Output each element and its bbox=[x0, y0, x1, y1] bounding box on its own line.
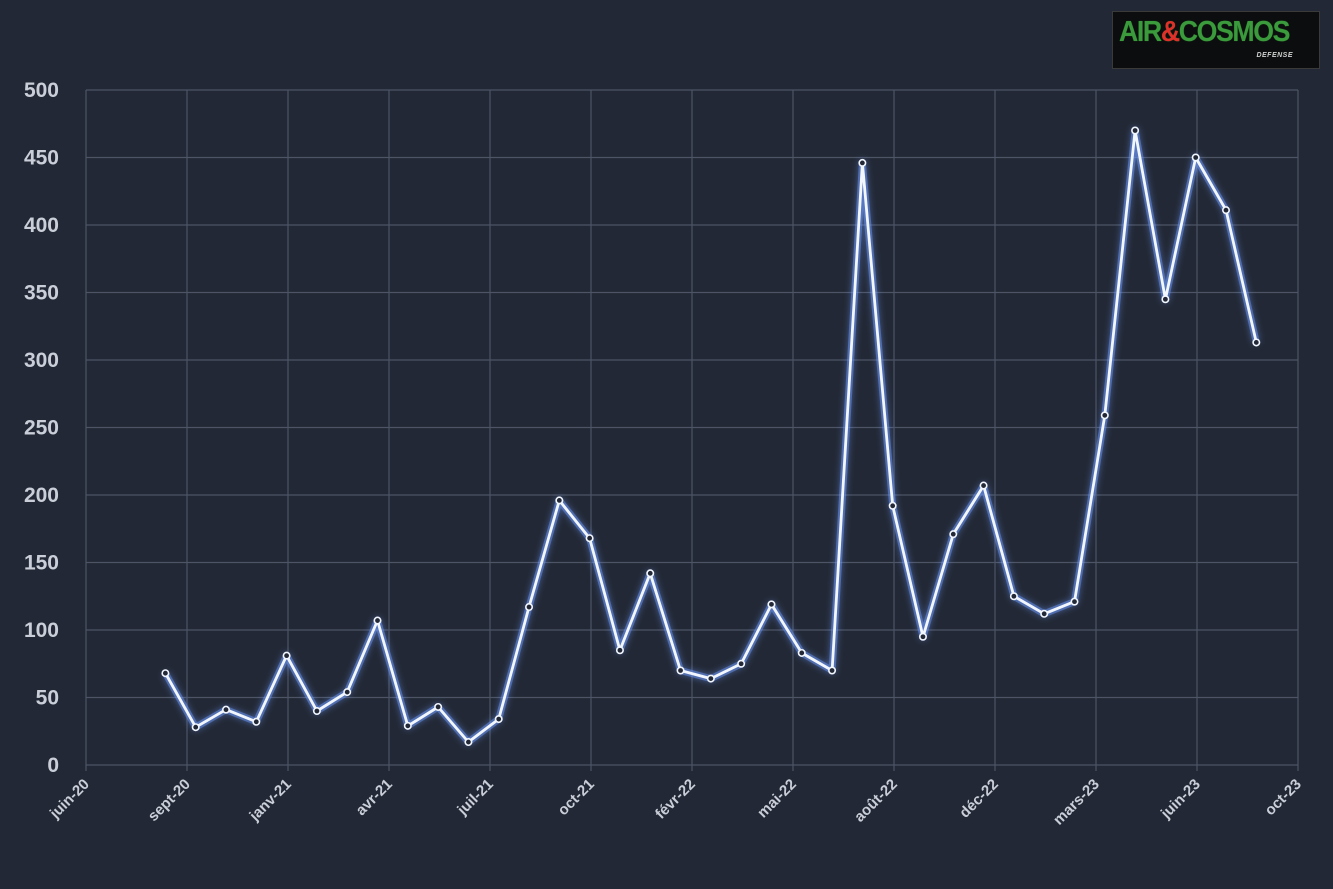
y-tick-label: 400 bbox=[24, 214, 59, 237]
air-cosmos-logo: AIR&COSMOS DEFENSE bbox=[1112, 11, 1320, 69]
x-axis-ticks: juin-20 sept-20 janv-21 avr-21 juil-21 oct-21… bbox=[46, 776, 1305, 829]
y-axis-ticks: 0 50 100 150 200 250 300 350 400 450 500 bbox=[24, 79, 59, 777]
data-point bbox=[949, 530, 958, 539]
x-tick-label: juin-23 bbox=[1157, 776, 1204, 823]
x-tick-label: août-22 bbox=[851, 776, 901, 826]
x-tick-label: oct-21 bbox=[555, 776, 598, 819]
data-point bbox=[585, 534, 594, 543]
data-point bbox=[1040, 609, 1049, 618]
data-point bbox=[979, 481, 988, 490]
data-point bbox=[918, 632, 927, 641]
y-tick-label: 300 bbox=[24, 349, 59, 372]
logo-ampersand: & bbox=[1160, 16, 1180, 48]
data-point bbox=[737, 659, 746, 668]
data-point bbox=[525, 603, 534, 612]
data-point bbox=[252, 717, 261, 726]
data-point bbox=[312, 706, 321, 715]
data-point bbox=[1009, 592, 1018, 601]
grid bbox=[85, 89, 1299, 771]
data-point bbox=[222, 705, 231, 714]
data-point bbox=[1191, 153, 1200, 162]
data-point bbox=[828, 666, 837, 675]
data-point bbox=[1070, 597, 1079, 606]
logo-text: AIR&COSMOS bbox=[1119, 16, 1291, 49]
y-tick-label: 350 bbox=[24, 282, 59, 305]
y-tick-label: 250 bbox=[24, 417, 59, 440]
data-point bbox=[1222, 206, 1231, 215]
data-point bbox=[343, 688, 352, 697]
data-point bbox=[706, 674, 715, 683]
data-point bbox=[1131, 126, 1140, 135]
data-point bbox=[373, 616, 382, 625]
x-tick-label: oct-23 bbox=[1262, 776, 1305, 819]
x-tick-label: déc-22 bbox=[956, 776, 1002, 822]
x-tick-label: sept-20 bbox=[145, 776, 194, 825]
y-tick-label: 0 bbox=[47, 754, 59, 777]
data-point bbox=[494, 715, 503, 724]
data-point bbox=[434, 702, 443, 711]
logo-subtitle: DEFENSE bbox=[1256, 52, 1293, 59]
series-line-glow bbox=[162, 127, 1260, 746]
x-tick-label: juin-20 bbox=[46, 776, 93, 823]
y-tick-label: 500 bbox=[24, 79, 59, 102]
data-point bbox=[858, 158, 867, 167]
logo-part-cosmos: COSMOS bbox=[1178, 16, 1291, 48]
data-point bbox=[464, 738, 473, 747]
data-point bbox=[161, 669, 170, 678]
y-tick-label: 450 bbox=[24, 147, 59, 170]
data-point bbox=[1100, 411, 1109, 420]
data-point bbox=[282, 651, 291, 660]
data-point bbox=[888, 501, 897, 510]
y-tick-label: 50 bbox=[36, 687, 59, 710]
data-point bbox=[767, 600, 776, 609]
x-tick-label: févr-22 bbox=[652, 776, 699, 823]
data-point bbox=[797, 648, 806, 657]
x-tick-label: juil-21 bbox=[453, 776, 496, 819]
y-tick-label: 200 bbox=[24, 484, 59, 507]
data-point bbox=[676, 666, 685, 675]
y-tick-label: 150 bbox=[24, 552, 59, 575]
data-point bbox=[646, 569, 655, 578]
x-tick-label: mars-23 bbox=[1050, 776, 1103, 829]
series-line bbox=[164, 129, 1258, 744]
x-tick-label: janv-21 bbox=[246, 776, 295, 825]
data-point bbox=[1161, 295, 1170, 304]
x-tick-label: avr-21 bbox=[353, 776, 396, 819]
y-tick-label: 100 bbox=[24, 619, 59, 642]
series-layer bbox=[161, 126, 1261, 747]
x-tick-label: mai-22 bbox=[754, 776, 800, 822]
logo-part-air: AIR bbox=[1119, 16, 1162, 48]
data-point bbox=[191, 723, 200, 732]
data-point bbox=[1252, 338, 1261, 347]
data-point bbox=[615, 646, 624, 655]
data-point bbox=[403, 721, 412, 730]
data-point bbox=[555, 496, 564, 505]
